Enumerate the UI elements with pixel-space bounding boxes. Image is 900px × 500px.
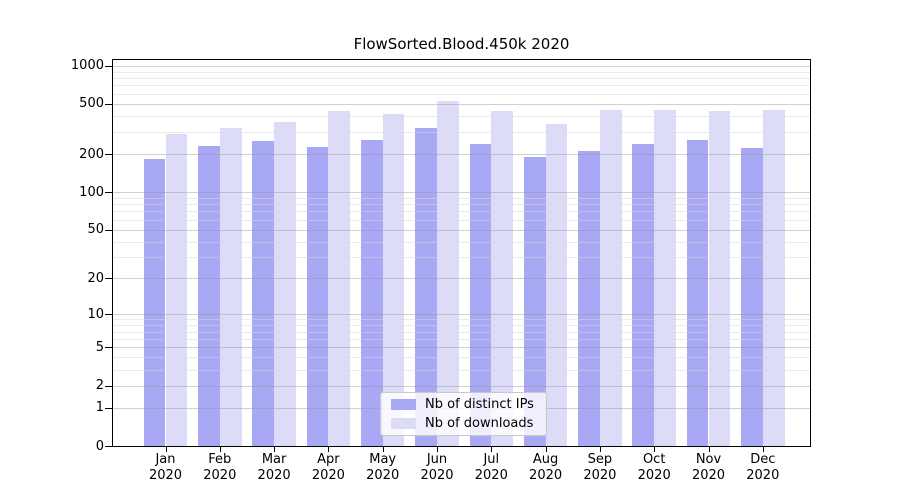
x-tick-label: Feb 2020 (203, 452, 237, 483)
legend-swatch-downloads-icon (391, 418, 416, 429)
y-tick-label: 1 (95, 400, 104, 416)
bar-ips-aug (523, 156, 546, 446)
bar-downloads-sep (599, 110, 622, 446)
bar-ips-jan (143, 159, 166, 446)
x-tick-label: Jan 2020 (148, 452, 183, 483)
x-tick-label: Aug 2020 (529, 452, 563, 483)
bar-ips-sep (578, 151, 600, 446)
x-tick-label: Apr 2020 (311, 452, 345, 483)
bar-downloads-jul (491, 111, 514, 446)
y-tick-label: 1000 (70, 58, 104, 74)
bar-downloads-jan (165, 134, 188, 446)
plot-area (112, 59, 811, 447)
y-tick (105, 229, 112, 231)
x-tick-label: Nov 2020 (691, 452, 726, 483)
y-tick (105, 192, 112, 194)
bar-ips-oct (632, 143, 655, 446)
x-tick-label: May 2020 (366, 452, 400, 483)
bar-downloads-feb (219, 127, 242, 446)
y-tick (105, 407, 112, 409)
y-tick (105, 314, 112, 316)
x-tick-label: Dec 2020 (746, 452, 780, 483)
legend-item-distinct-ips: Nb of distinct IPs (391, 397, 546, 412)
y-tick (105, 347, 112, 349)
legend-label-downloads: Nb of downloads (425, 416, 534, 431)
y-tick-label: 10 (87, 306, 104, 322)
y-tick-label: 20 (87, 270, 104, 286)
y-tick-label: 50 (87, 222, 104, 238)
legend: Nb of distinct IPs Nb of downloads (380, 392, 547, 436)
x-tick (274, 447, 276, 452)
y-tick (105, 446, 112, 447)
legend-item-downloads: Nb of downloads (391, 416, 546, 431)
legend-swatch-ips-icon (391, 399, 416, 410)
x-tick-label: Oct 2020 (637, 452, 671, 483)
y-tick-label: 5 (95, 339, 104, 355)
x-tick (491, 447, 493, 452)
bar-downloads-jun (437, 101, 459, 446)
bar-ips-dec (741, 147, 763, 446)
legend-label-distinct-ips: Nb of distinct IPs (425, 397, 534, 412)
bar-downloads-mar (274, 122, 296, 446)
y-tick (105, 385, 112, 387)
y-tick (105, 103, 112, 105)
x-tick (165, 447, 167, 452)
y-tick-label: 500 (79, 96, 104, 112)
x-tick (708, 447, 710, 452)
x-tick (599, 447, 601, 452)
x-tick (437, 447, 438, 452)
y-tick-label: 100 (79, 184, 104, 200)
x-tick (219, 447, 221, 452)
bars-layer (113, 60, 810, 446)
bar-downloads-may (382, 113, 405, 446)
bar-ips-jun (415, 128, 437, 446)
bar-ips-may (360, 140, 383, 446)
y-tick-label: 2 (95, 378, 104, 394)
y-tick (105, 65, 112, 67)
bar-downloads-aug (545, 124, 568, 446)
bar-downloads-dec (762, 110, 785, 446)
x-tick-label: Mar 2020 (257, 452, 291, 483)
x-tick-label: Sep 2020 (583, 452, 617, 483)
y-tick-label: 0 (95, 438, 104, 454)
bar-ips-feb (198, 146, 220, 446)
y-tick (105, 154, 112, 156)
y-tick (105, 278, 112, 280)
x-tick (382, 447, 384, 452)
x-tick (545, 447, 547, 452)
bar-ips-apr (306, 146, 329, 446)
bar-ips-mar (252, 140, 275, 446)
x-tick (762, 447, 764, 452)
bar-downloads-nov (708, 111, 731, 446)
bar-downloads-oct (654, 110, 676, 446)
x-tick (654, 447, 656, 452)
x-tick (328, 447, 330, 452)
y-tick-label: 200 (79, 146, 104, 162)
bar-downloads-apr (328, 111, 351, 446)
bar-ips-nov (686, 140, 709, 446)
x-tick-label: Jun 2020 (420, 452, 454, 483)
x-tick-label: Jul 2020 (474, 452, 508, 483)
chart-title: FlowSorted.Blood.450k 2020 (353, 35, 570, 53)
